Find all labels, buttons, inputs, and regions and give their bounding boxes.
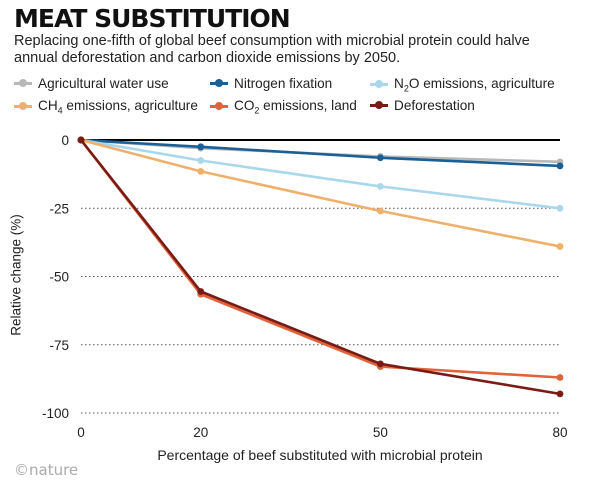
legend-swatch [14,79,32,87]
legend-item-nitrogen-fixation: Nitrogen fixation [210,76,332,91]
data-point-n2o-emissions-agriculture [556,204,564,212]
y-tick-label: -25 [49,201,69,216]
legend-swatch [370,80,388,89]
y-tick-label: -100 [42,406,69,421]
nature-logo: ©nature [14,461,79,479]
data-point-n2o-emissions-agriculture [197,157,205,164]
series-line-ch4-emissions-agriculture [80,138,561,248]
data-point-nitrogen-fixation [556,162,564,170]
y-tick-label: 0 [61,133,69,148]
x-tick-label: 50 [373,425,388,440]
data-point-nitrogen-fixation [197,143,205,151]
legend-item-deforestation: Deforestation [370,98,475,113]
data-point-deforestation [556,390,564,398]
series-line-deforestation [79,139,561,396]
data-point-deforestation [376,360,384,368]
origin-point [77,136,85,144]
legend-label: CH4 emissions, agriculture [38,98,198,116]
x-axis-label: Percentage of beef substituted with micr… [157,447,483,463]
chart-subtitle: Replacing one-fifth of global beef consu… [14,33,530,66]
data-point-ch4-emissions-agriculture [197,167,205,175]
data-point-co2-emissions-land [556,374,564,381]
legend-swatch [210,102,228,111]
data-point-ch4-emissions-agriculture [376,207,384,215]
legend-label: N2O emissions, agriculture [394,76,555,94]
data-point-ch4-emissions-agriculture [556,243,564,250]
legend-label: Agricultural water use [38,76,169,91]
y-axis-label: Relative change (%) [8,214,24,336]
data-point-deforestation [197,288,205,295]
y-tick-label: -50 [49,270,69,285]
legend-item-co2-emissions: CO2 emissions, land [210,98,357,116]
x-tick-label: 0 [77,425,85,440]
data-point-nitrogen-fixation [376,154,384,162]
legend-item-agricultural-water-use: Agricultural water use [14,76,169,91]
chart-title: MEAT SUBSTITUTION [14,4,291,33]
x-tick-label: 80 [552,425,567,440]
legend-item-n2o-emissions: N2O emissions, agriculture [370,76,555,94]
series-line-co2-emissions-land [79,139,561,379]
legend-label: Nitrogen fixation [234,76,333,91]
legend-item-ch4-emissions: CH4 emissions, agriculture [14,98,198,116]
series-line-nitrogen-fixation [80,138,561,168]
x-tick-label: 20 [193,425,208,440]
legend-label: Deforestation [394,98,475,113]
y-tick-label: -75 [49,338,69,353]
legend-label: CO2 emissions, land [234,98,357,116]
legend-swatch [14,102,32,111]
legend-swatch [370,101,388,109]
legend-swatch [210,79,228,87]
series-line-n2o-emissions-agriculture [80,138,561,210]
data-point-n2o-emissions-agriculture [376,183,384,190]
